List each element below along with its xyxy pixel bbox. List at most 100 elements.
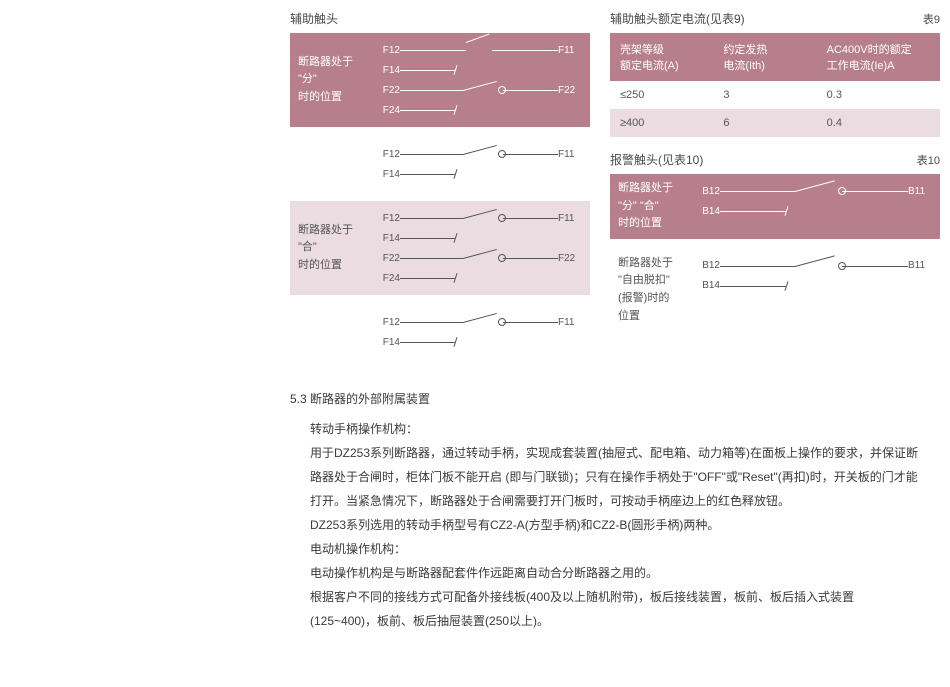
table-cell: ≥400 <box>620 117 723 129</box>
terminal-label-left: F24 <box>374 273 400 284</box>
contact-row: B12 B11 <box>694 182 934 200</box>
section-5-3-heading: 5.3 断路器的外部附属装置 <box>290 387 920 411</box>
terminal-label-right: F11 <box>558 317 584 328</box>
contact-symbol <box>400 251 558 265</box>
table9-title: 辅助触头额定电流(见表9) <box>610 10 745 27</box>
contact-row: B14 <box>694 277 934 295</box>
terminal-label-left: F12 <box>374 213 400 224</box>
contact-diagram-panel: F12 F11 F14 <box>290 137 590 191</box>
panel-state-label: 断路器处于"合"时的位置 <box>290 201 368 295</box>
table-cell: 6 <box>723 117 826 129</box>
paragraph: 电动操作机构是与断路器配套件作远距离自动合分断路器之用的。 <box>310 561 920 585</box>
contact-row: B14 <box>694 202 934 220</box>
contact-row: F14 <box>374 333 584 351</box>
table10-number: 表10 <box>917 152 940 168</box>
paragraph: 用于DZ253系列断路器，通过转动手柄，实现成套装置(抽屉式、配电箱、动力箱等)… <box>310 441 920 513</box>
table9: 壳架等级 额定电流(A) 约定发热 电流(Ith) AC400V时的额定 工作电… <box>610 33 940 137</box>
contact-row: F12 F11 <box>374 41 584 59</box>
panel-body: F12 F11 F14 F22 F22 F24 <box>368 33 590 127</box>
terminal-label-left: F12 <box>374 149 400 160</box>
contact-symbol <box>400 63 558 77</box>
terminal-label-left: B14 <box>694 206 720 217</box>
motor-operator-subtitle: 电动机操作机构： <box>310 537 920 561</box>
external-accessories-section: 5.3 断路器的外部附属装置 转动手柄操作机构： 用于DZ253系列断路器，通过… <box>0 369 950 633</box>
paragraph: DZ253系列选用的转动手柄型号有CZ2-A(方型手柄)和CZ2-B(圆形手柄)… <box>310 513 920 537</box>
terminal-label-left: F12 <box>374 317 400 328</box>
terminal-label-right: F22 <box>558 85 584 96</box>
contact-symbol <box>400 315 558 329</box>
terminal-label-left: F22 <box>374 253 400 264</box>
terminal-label-right: F11 <box>558 45 584 56</box>
contact-row: F12 F11 <box>374 145 584 163</box>
contact-diagram-panel: 断路器处于"分"时的位置 F12 F11 F14 F22 F22 F24 <box>290 33 590 127</box>
contact-symbol <box>720 204 908 218</box>
contact-diagram-panel: 断路器处于"合"时的位置 F12 F11 F14 F22 F22 F24 <box>290 201 590 295</box>
contact-symbol <box>400 83 558 97</box>
contact-symbol <box>400 43 558 57</box>
contact-row: F22 F22 <box>374 249 584 267</box>
contact-row: F14 <box>374 61 584 79</box>
contact-diagram-panel: 断路器处于"分" "合"时的位置 B12 B11 B14 <box>610 174 940 239</box>
contact-row: B12 B11 <box>694 257 934 275</box>
contact-row: F12 F11 <box>374 209 584 227</box>
contact-row: F22 F22 <box>374 81 584 99</box>
rotary-handle-subtitle: 转动手柄操作机构： <box>310 417 920 441</box>
table9-h2: 约定发热 电流(Ith) <box>723 41 826 73</box>
contact-diagram-panel: F12 F11 F14 <box>290 305 590 359</box>
table-cell: 0.4 <box>827 117 930 129</box>
contact-diagram-panel: 断路器处于"自由脱扣"(报警)时的位置 B12 B11 B14 <box>610 249 940 331</box>
table9-row: ≤250 3 0.3 <box>610 81 940 109</box>
table10-title: 报警触头(见表10) <box>610 151 703 168</box>
table-cell: 0.3 <box>827 89 930 101</box>
terminal-label-left: B12 <box>694 186 720 197</box>
contact-symbol <box>400 231 558 245</box>
contact-symbol <box>400 147 558 161</box>
terminal-label-right: B11 <box>908 186 934 197</box>
panel-state-label: 断路器处于"自由脱扣"(报警)时的位置 <box>610 249 688 331</box>
terminal-label-right: F11 <box>558 149 584 160</box>
aux-contact-section: 辅助触头 断路器处于"分"时的位置F12F11F14F22F22F24F12F1… <box>290 10 590 369</box>
contact-symbol <box>400 335 558 349</box>
terminal-label-left: F14 <box>374 233 400 244</box>
contact-symbol <box>400 271 558 285</box>
contact-symbol <box>400 211 558 225</box>
rated-current-section: 辅助触头额定电流(见表9) 表9 壳架等级 额定电流(A) 约定发热 电流(It… <box>610 10 940 369</box>
table-cell: ≤250 <box>620 89 723 101</box>
panel-state-label <box>290 305 368 359</box>
table9-number: 表9 <box>923 11 940 27</box>
table9-h1: 壳架等级 额定电流(A) <box>620 41 723 73</box>
terminal-label-left: F14 <box>374 337 400 348</box>
panel-body: B12 B11 B14 <box>688 174 940 239</box>
table9-header: 壳架等级 额定电流(A) 约定发热 电流(Ith) AC400V时的额定 工作电… <box>610 33 940 81</box>
contact-symbol <box>400 103 558 117</box>
panel-body: F12 F11 F14 <box>368 305 590 359</box>
contact-row: F14 <box>374 165 584 183</box>
aux-contact-title: 辅助触头 <box>290 10 590 27</box>
contact-symbol <box>720 184 908 198</box>
terminal-label-right: F11 <box>558 213 584 224</box>
contact-row: F24 <box>374 269 584 287</box>
terminal-label-left: B14 <box>694 280 720 291</box>
panel-state-label: 断路器处于"分"时的位置 <box>290 33 368 127</box>
terminal-label-left: F12 <box>374 45 400 56</box>
table9-h3: AC400V时的额定 工作电流(Ie)A <box>827 41 930 73</box>
contact-symbol <box>400 167 558 181</box>
panel-body: F12 F11 F14 F22 F22 F24 <box>368 201 590 295</box>
table9-row: ≥400 6 0.4 <box>610 109 940 137</box>
terminal-label-left: F24 <box>374 105 400 116</box>
terminal-label-right: F22 <box>558 253 584 264</box>
paragraph: 根据客户不同的接线方式可配备外接线板(400及以上随机附带)，板后接线装置，板前… <box>310 585 920 633</box>
terminal-label-right: B11 <box>908 260 934 271</box>
panel-state-label <box>290 137 368 191</box>
table-cell: 3 <box>723 89 826 101</box>
terminal-label-left: F14 <box>374 169 400 180</box>
terminal-label-left: B12 <box>694 260 720 271</box>
terminal-label-left: F14 <box>374 65 400 76</box>
panel-state-label: 断路器处于"分" "合"时的位置 <box>610 174 688 239</box>
contact-symbol <box>720 259 908 273</box>
contact-row: F12 F11 <box>374 313 584 331</box>
panel-body: F12 F11 F14 <box>368 137 590 191</box>
terminal-label-left: F22 <box>374 85 400 96</box>
contact-symbol <box>720 279 908 293</box>
panel-body: B12 B11 B14 <box>688 249 940 331</box>
